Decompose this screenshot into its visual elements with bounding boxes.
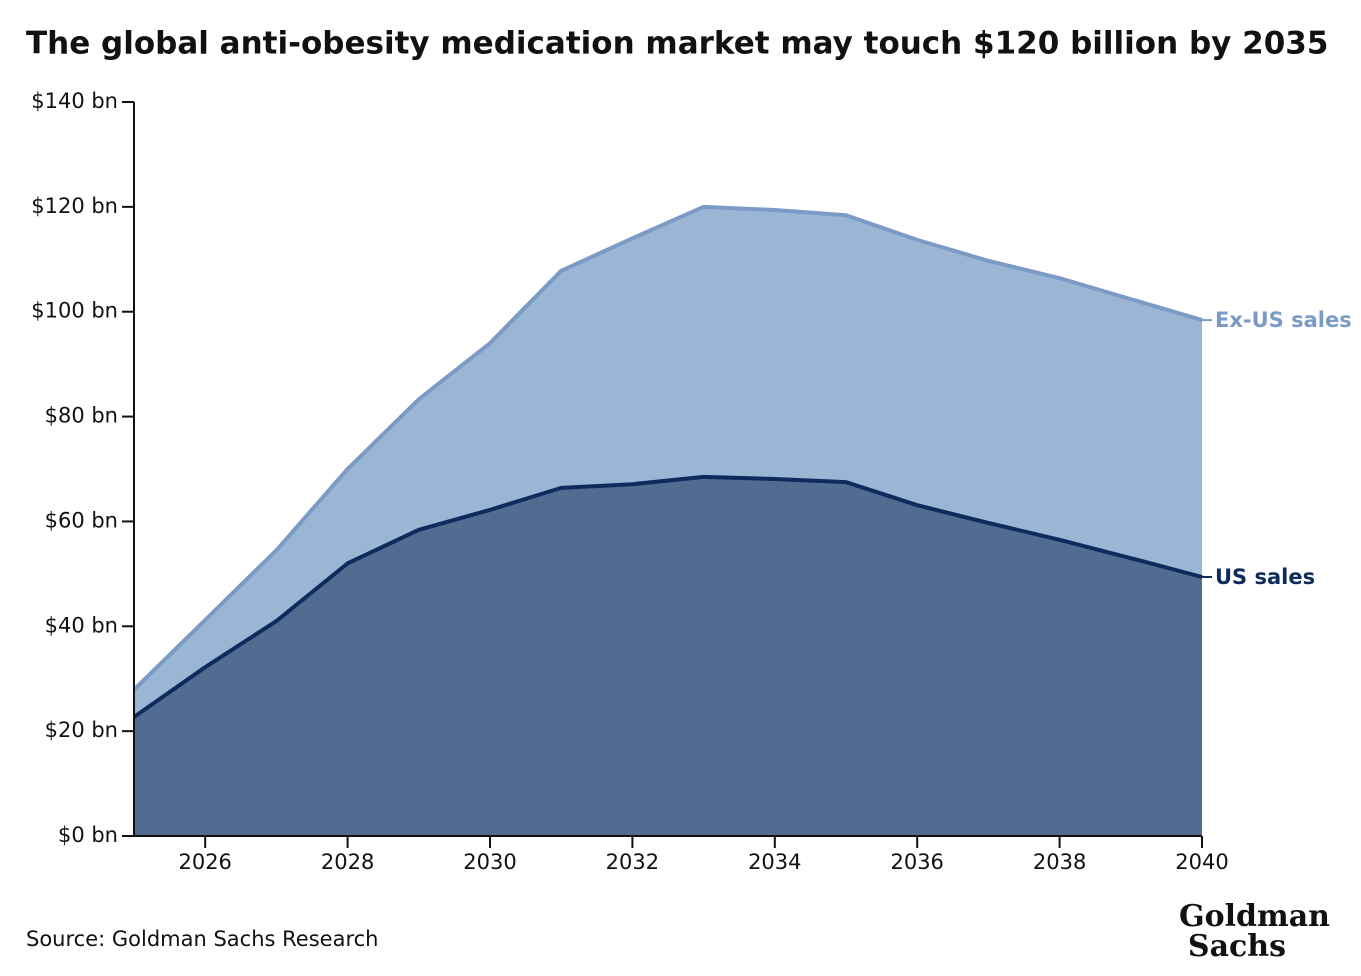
line [132, 474, 1203, 719]
y-tick-label: $80 bn [45, 404, 118, 428]
y-tick-label: $100 bn [31, 299, 118, 323]
area [134, 206, 1202, 717]
x-tick-label: 2026 [178, 850, 231, 874]
y-tick-label: $40 bn [45, 613, 118, 637]
y-tick-label: $0 bn [58, 823, 118, 847]
x-tick-label: 2040 [1175, 850, 1228, 874]
x-tick-label: 2038 [1033, 850, 1086, 874]
logo: Sachs [1188, 929, 1286, 964]
x-tick-label: 2032 [606, 850, 659, 874]
y-tick-label: $60 bn [45, 508, 118, 532]
y-tick-label: $120 bn [31, 194, 118, 218]
area [134, 476, 1202, 836]
source: Source: Goldman Sachs Research [26, 927, 378, 951]
x-tick-label: 2034 [748, 850, 801, 874]
line [132, 204, 1203, 692]
x-tick-label: 2036 [890, 850, 943, 874]
chart-title: The global anti-obesity medication marke… [26, 26, 1328, 62]
series-label: Ex-US sales [1215, 308, 1352, 332]
x-tick-label: 2030 [463, 850, 516, 874]
y-tick-label: $140 bn [31, 89, 118, 113]
logo: Goldman [1179, 899, 1330, 934]
x-tick-label: 2028 [321, 850, 374, 874]
y-tick-label: $20 bn [45, 718, 118, 742]
series-label: US sales [1215, 565, 1315, 589]
